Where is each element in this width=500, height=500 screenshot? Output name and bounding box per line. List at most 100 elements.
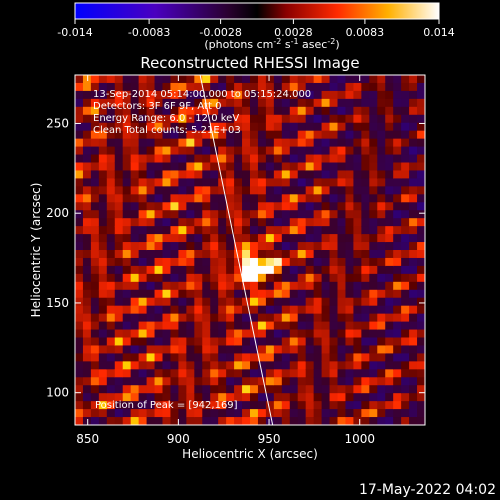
heatmap-cell <box>401 122 410 132</box>
heatmap-cell <box>75 218 84 227</box>
heatmap-cell <box>98 353 108 362</box>
heatmap-cell <box>114 210 124 219</box>
heatmap-cell <box>170 289 180 299</box>
heatmap-cell <box>234 265 243 275</box>
heatmap-cell <box>409 146 418 156</box>
plot-area <box>75 75 425 425</box>
heatmap-cell <box>337 138 347 148</box>
heatmap-cell <box>98 265 108 275</box>
heatmap-cell <box>361 257 370 267</box>
heatmap-cell <box>305 385 315 394</box>
heatmap-cell <box>242 178 251 187</box>
heatmap-cell <box>106 146 116 156</box>
heatmap-cell <box>202 377 211 386</box>
heatmap-cell <box>202 98 211 108</box>
heatmap-cell <box>401 369 410 378</box>
heatmap-cell <box>353 273 362 283</box>
heatmap-cell <box>162 178 172 187</box>
heatmap-cell <box>146 409 156 418</box>
heatmap-cell <box>257 329 267 339</box>
heatmap-cell <box>273 114 283 124</box>
heatmap-cell <box>106 154 116 164</box>
heatmap-cell <box>130 361 140 370</box>
heatmap-cell <box>98 242 108 251</box>
heatmap-cell <box>178 337 187 347</box>
heatmap-cell <box>281 265 291 275</box>
heatmap-cell <box>353 162 362 172</box>
heatmap-cell <box>289 353 299 362</box>
heatmap-cell <box>289 297 299 307</box>
heatmap-cell <box>369 409 378 418</box>
heatmap-cell <box>329 329 339 339</box>
heatmap-cell <box>385 289 394 299</box>
heatmap-cell <box>361 146 370 156</box>
heatmap-cell <box>377 194 386 203</box>
heatmap-cell <box>265 337 275 347</box>
heatmap-cell <box>321 242 331 251</box>
heatmap-cell <box>106 202 116 211</box>
heatmap-cell <box>409 98 418 108</box>
heatmap-cell <box>361 194 370 203</box>
heatmap-cell <box>194 361 203 370</box>
heatmap-cell <box>114 138 124 148</box>
heatmap-cell <box>297 90 307 100</box>
heatmap-cell <box>82 377 92 386</box>
heatmap-cell <box>162 321 172 331</box>
heatmap-cell <box>210 106 219 116</box>
heatmap-cell <box>417 409 425 418</box>
heatmap-cell <box>417 226 425 235</box>
heatmap-cell <box>257 409 267 418</box>
heatmap-cell <box>313 90 323 100</box>
heatmap-cell <box>162 234 172 243</box>
x-tick-label: 950 <box>258 432 281 446</box>
heatmap-cell <box>130 82 140 92</box>
heatmap-cell <box>98 234 108 243</box>
heatmap-cell <box>114 369 124 378</box>
heatmap-cell <box>409 114 418 124</box>
heatmap-cell <box>226 385 235 394</box>
heatmap-cell <box>186 218 195 227</box>
heatmap-cell <box>385 226 394 235</box>
heatmap-cell <box>305 75 315 84</box>
heatmap-cell <box>289 114 299 124</box>
heatmap-cell <box>154 401 164 410</box>
heatmap-cell <box>273 329 283 339</box>
heatmap-cell <box>146 265 156 275</box>
heatmap-cell <box>369 210 378 219</box>
heatmap-cell <box>130 138 140 148</box>
heatmap-cell <box>305 162 315 172</box>
heatmap-cell <box>234 186 243 195</box>
heatmap-cell <box>361 273 370 283</box>
heatmap-cell <box>361 377 370 386</box>
heatmap-cell <box>122 250 132 259</box>
heatmap-cell <box>218 369 227 378</box>
heatmap-cell <box>369 257 378 267</box>
heatmap-cell <box>377 75 386 84</box>
heatmap-cell <box>250 122 259 132</box>
heatmap-cell <box>345 369 355 378</box>
heatmap-cell <box>194 369 203 378</box>
heatmap-cell <box>122 257 132 267</box>
heatmap-cell <box>345 273 355 283</box>
heatmap-cell <box>178 417 187 425</box>
heatmap-cell <box>305 154 315 164</box>
heatmap-cell <box>138 98 148 108</box>
heatmap-cell <box>114 289 124 299</box>
heatmap-cell <box>377 337 386 347</box>
heatmap-cell <box>385 321 394 331</box>
heatmap-cell <box>178 321 187 331</box>
heatmap-cell <box>393 98 402 108</box>
heatmap-cell <box>186 393 195 402</box>
heatmap-cell <box>242 138 251 148</box>
heatmap-cell <box>106 257 116 267</box>
heatmap-cell <box>242 202 251 211</box>
heatmap-cell <box>329 345 339 355</box>
heatmap-cell <box>385 82 394 92</box>
heatmap-cell <box>257 106 267 116</box>
heatmap-cell <box>178 361 187 370</box>
heatmap-cell <box>106 377 116 386</box>
heatmap-cell <box>337 98 347 108</box>
heatmap-cell <box>210 90 219 100</box>
heatmap-cell <box>353 361 362 370</box>
heatmap-cell <box>146 377 156 386</box>
